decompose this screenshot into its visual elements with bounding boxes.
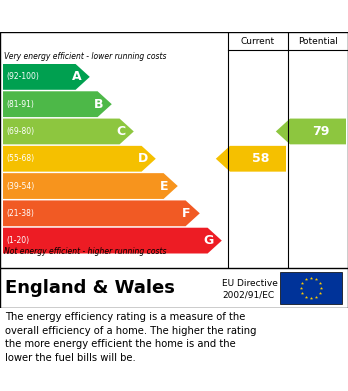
Text: Not energy efficient - higher running costs: Not energy efficient - higher running co… — [4, 247, 166, 256]
Polygon shape — [3, 64, 90, 90]
Text: (21-38): (21-38) — [6, 209, 34, 218]
Text: (1-20): (1-20) — [6, 236, 29, 245]
Text: 2002/91/EC: 2002/91/EC — [222, 291, 274, 300]
Text: (92-100): (92-100) — [6, 72, 39, 81]
Polygon shape — [276, 118, 346, 144]
Text: Current: Current — [241, 36, 275, 45]
Polygon shape — [3, 201, 200, 226]
Text: A: A — [72, 70, 81, 83]
Text: D: D — [137, 152, 148, 165]
Text: England & Wales: England & Wales — [5, 279, 175, 297]
Text: (39-54): (39-54) — [6, 181, 34, 190]
Polygon shape — [3, 91, 112, 117]
Text: 58: 58 — [252, 152, 270, 165]
Polygon shape — [3, 173, 178, 199]
Text: Potential: Potential — [298, 36, 338, 45]
Bar — [280, 272, 342, 304]
Text: Energy Efficiency Rating: Energy Efficiency Rating — [10, 9, 220, 23]
Polygon shape — [3, 118, 134, 144]
Text: The energy efficiency rating is a measure of the
overall efficiency of a home. T: The energy efficiency rating is a measur… — [5, 312, 256, 363]
Text: C: C — [116, 125, 125, 138]
Text: (81-91): (81-91) — [6, 100, 34, 109]
Text: G: G — [204, 234, 214, 247]
Text: EU Directive: EU Directive — [222, 279, 278, 288]
Polygon shape — [3, 146, 156, 172]
Text: (55-68): (55-68) — [6, 154, 34, 163]
Polygon shape — [3, 228, 222, 253]
Text: F: F — [182, 207, 191, 220]
Text: E: E — [160, 179, 169, 192]
Text: Very energy efficient - lower running costs: Very energy efficient - lower running co… — [4, 52, 166, 61]
Text: B: B — [94, 98, 103, 111]
Text: (69-80): (69-80) — [6, 127, 34, 136]
Text: 79: 79 — [312, 125, 330, 138]
Polygon shape — [216, 146, 286, 172]
